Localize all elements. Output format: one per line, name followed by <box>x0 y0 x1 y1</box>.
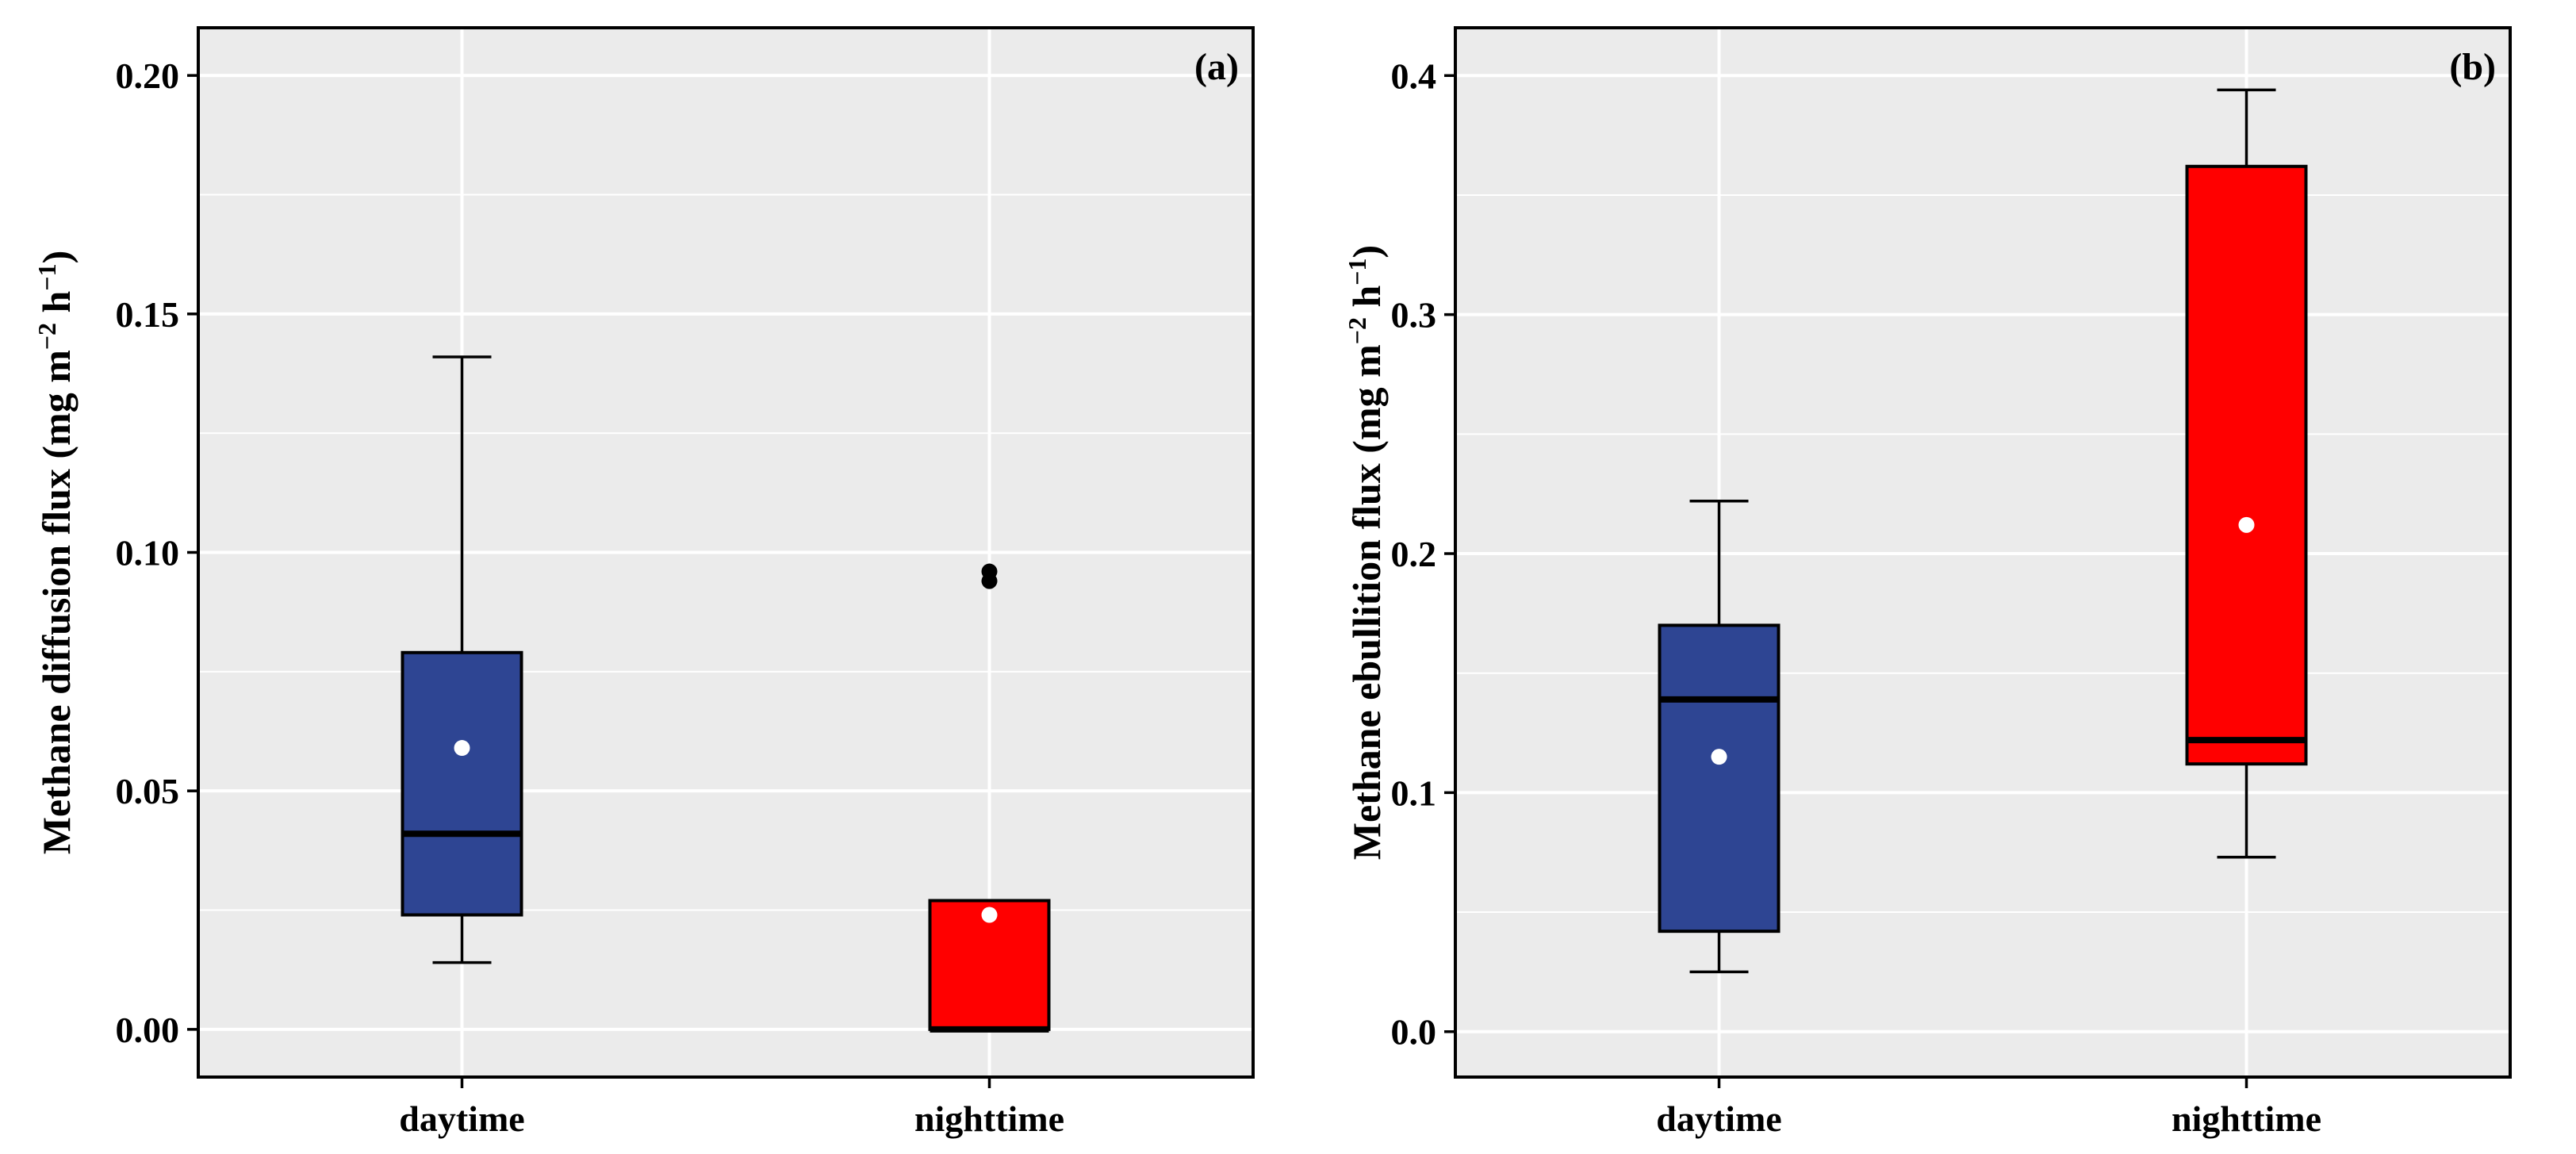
panel-a-tag: (a) <box>1194 46 1239 88</box>
y-tick-label: 0.4 <box>1391 56 1437 96</box>
panel-a-y-label-exp2: −1 <box>33 263 61 290</box>
panel-a-y-label-exp1: −2 <box>33 323 61 350</box>
panel-b-marks <box>1658 88 2308 974</box>
nighttime-box <box>2185 164 2308 766</box>
nighttime-mean-marker <box>2238 516 2255 533</box>
panel-a: 0.00 0.05 0.10 0.15 0.20 daytime nighttime (a… <box>33 26 1255 1139</box>
panel-b-x-tick-labels: daytime nighttime <box>1656 1098 2321 1139</box>
x-tick-label-nighttime: nighttime <box>914 1098 1064 1139</box>
y-tick-label: 0.10 <box>116 533 180 573</box>
panel-b-minor-grid <box>1455 194 2510 914</box>
panel-a-y-axis-label: Methane diffusion flux (mg m−2 h−1) <box>33 251 79 855</box>
panel-a-y-label-prefix: Methane diffusion flux (mg m <box>34 350 79 854</box>
y-tick-label: 0.00 <box>116 1010 180 1050</box>
y-tick-label: 0.2 <box>1391 534 1437 574</box>
panel-a-marks <box>401 355 1051 1033</box>
panel-b: 0.0 0.1 0.2 0.3 0.4 daytime nighttime (b) Met… <box>1343 26 2512 1139</box>
daytime-mean-marker <box>1711 749 1727 765</box>
y-tick-label: 0.15 <box>116 294 180 335</box>
y-tick-label: 0.0 <box>1391 1012 1437 1052</box>
panel-a-x-tick-labels: daytime nighttime <box>399 1098 1064 1139</box>
panel-a-axis-ticks <box>187 74 991 1088</box>
x-tick-label-nighttime: nighttime <box>2172 1098 2321 1139</box>
x-tick-label-daytime: daytime <box>1656 1098 1781 1139</box>
y-tick-label: 0.05 <box>116 771 180 811</box>
panel-a-y-label-mid: h <box>34 290 79 323</box>
panel-b-y-label-prefix: Methane ebullition flux (mg m <box>1344 344 1389 860</box>
daytime-box <box>401 650 523 917</box>
y-tick-label: 0.3 <box>1391 295 1437 335</box>
panel-a-y-label-suffix: ) <box>34 251 79 264</box>
panel-b-tag: (b) <box>2449 46 2496 88</box>
panel-b-y-axis-label: Methane ebullition flux (mg m−2 h−1) <box>1343 245 1389 860</box>
panel-b-y-label-exp1: −2 <box>1343 317 1371 344</box>
panel-a-y-tick-labels: 0.00 0.05 0.10 0.15 0.20 <box>116 56 180 1050</box>
daytime-mean-marker <box>454 740 470 757</box>
nighttime-mean-marker <box>981 907 998 923</box>
nighttime-outlier-point <box>981 563 998 580</box>
y-tick-label: 0.20 <box>116 56 180 96</box>
panel-b-y-label-exp2: −1 <box>1343 258 1371 285</box>
panel-a-minor-grid <box>198 194 1253 911</box>
panel-b-axis-ticks <box>1444 74 2248 1088</box>
panel-b-y-label-mid: h <box>1344 285 1389 317</box>
daytime-box <box>1658 623 1781 934</box>
y-tick-label: 0.1 <box>1391 773 1437 813</box>
panel-b-y-label-suffix: ) <box>1344 245 1389 259</box>
panel-b-y-tick-labels: 0.0 0.1 0.2 0.3 0.4 <box>1391 56 1437 1052</box>
x-tick-label-daytime: daytime <box>399 1098 524 1139</box>
